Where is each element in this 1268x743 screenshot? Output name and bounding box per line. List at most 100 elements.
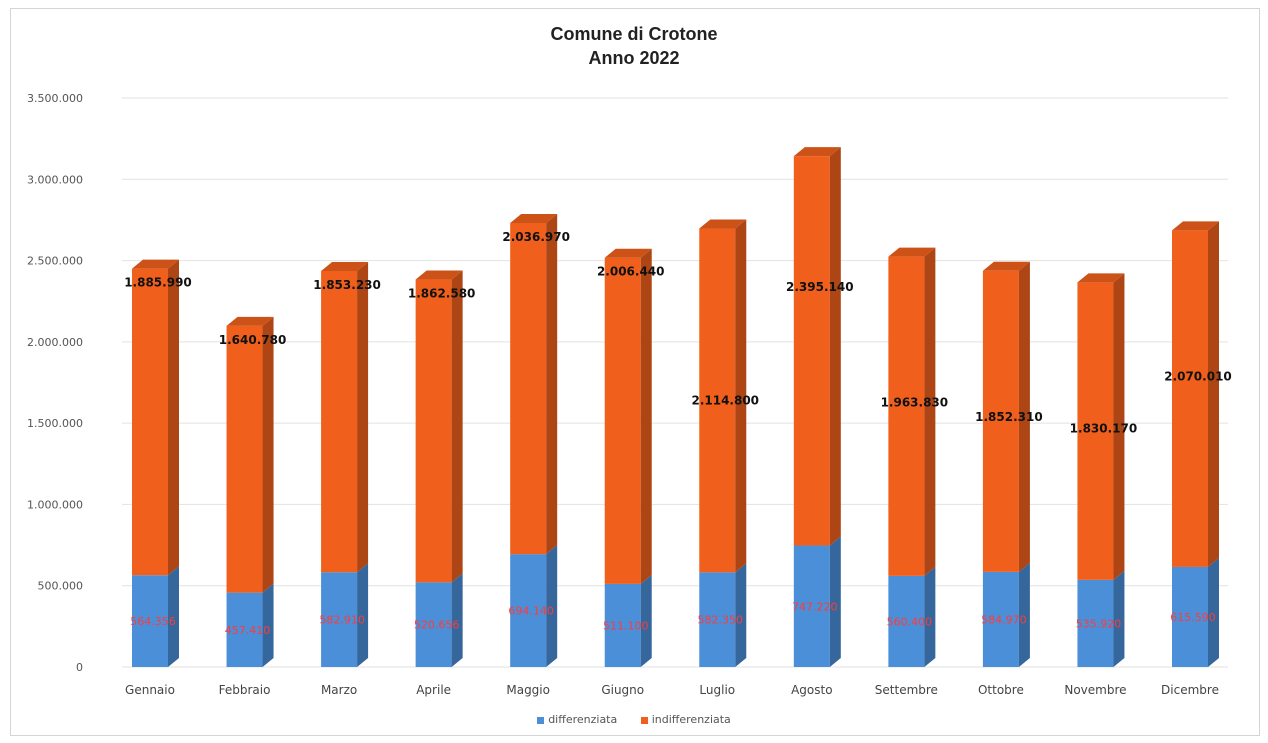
bar-top-indifferenziata-gennaio (132, 259, 179, 269)
data-label-indifferenziata-marzo: 1.853.230 (313, 278, 381, 292)
x-tick-label-settembre: Settembre (875, 683, 938, 697)
bar-differenziata-marzo (321, 572, 358, 667)
bar-group-luglio (699, 219, 747, 667)
y-tick-label-2: 1.000.000 (27, 498, 83, 511)
data-label-differenziata-gennaio: 564.356 (130, 615, 176, 628)
bar-side-differenziata-dicembre (1208, 557, 1219, 667)
data-label-differenziata-febbraio: 457.410 (225, 624, 271, 637)
bar-indifferenziata-agosto (793, 156, 830, 546)
bar-top-indifferenziata-aprile (415, 270, 463, 280)
legend-label-differenziata: differenziata (548, 713, 618, 726)
bar-differenziata-febbraio (226, 592, 263, 667)
data-label-indifferenziata-aprile: 1.862.580 (408, 287, 476, 301)
bar-indifferenziata-marzo (321, 270, 358, 573)
bar-group-ottobre (982, 261, 1030, 667)
bar-differenziata-dicembre (1172, 566, 1208, 667)
data-label-indifferenziata-giugno: 2.006.440 (597, 265, 665, 279)
y-tick-label-3: 1.500.000 (27, 417, 83, 430)
bar-top-indifferenziata-marzo (321, 261, 369, 271)
bar-group-aprile (415, 270, 463, 667)
legend-item-indifferenziata: indifferenziata (640, 713, 731, 726)
bar-group-marzo (321, 261, 369, 667)
legend-swatch-differenziata (537, 716, 545, 724)
bar-differenziata-maggio (510, 554, 547, 667)
bar-side-differenziata-luglio (735, 563, 747, 667)
bar-side-indifferenziata-ottobre (1018, 261, 1030, 572)
data-label-indifferenziata-maggio: 2.036.970 (502, 230, 570, 244)
bar-differenziata-novembre (1077, 579, 1114, 667)
data-label-differenziata-agosto: 747.220 (792, 600, 838, 613)
bar-top-indifferenziata-novembre (1077, 273, 1125, 283)
data-label-indifferenziata-gennaio: 1.885.990 (124, 276, 192, 290)
x-tick-label-novembre: Novembre (1064, 683, 1126, 697)
bar-side-indifferenziata-maggio (546, 213, 558, 555)
data-label-differenziata-luglio: 582.350 (698, 614, 744, 627)
bar-side-indifferenziata-aprile (451, 270, 463, 583)
bar-group-giugno (604, 248, 652, 667)
bar-differenziata-ottobre (982, 571, 1019, 667)
bar-indifferenziata-giugno (604, 257, 641, 584)
data-label-indifferenziata-novembre: 1.830.170 (1070, 421, 1138, 435)
data-label-differenziata-maggio: 694.140 (508, 605, 554, 618)
bar-side-differenziata-ottobre (1018, 562, 1030, 667)
bar-indifferenziata-settembre (888, 256, 925, 576)
bar-indifferenziata-ottobre (982, 270, 1019, 572)
bars (132, 147, 1219, 667)
data-label-indifferenziata-agosto: 2.395.140 (786, 280, 854, 294)
chart-subtitle: Anno 2022 (588, 48, 680, 68)
bar-side-differenziata-gennaio (168, 566, 179, 667)
x-tick-label-luglio: Luglio (699, 683, 735, 697)
chart-title: Comune di Crotone (550, 24, 718, 44)
bar-side-differenziata-febbraio (262, 583, 274, 667)
data-label-differenziata-aprile: 520.656 (414, 619, 460, 632)
x-tick-label-gennaio: Gennaio (125, 683, 175, 697)
bar-side-indifferenziata-settembre (924, 247, 936, 576)
bar-indifferenziata-gennaio (132, 268, 168, 576)
bar-top-indifferenziata-febbraio (226, 316, 274, 326)
bar-side-differenziata-settembre (924, 566, 936, 667)
y-tick-label-7: 3.500.000 (27, 92, 83, 105)
bar-top-indifferenziata-giugno (604, 248, 652, 258)
bar-differenziata-agosto (793, 545, 830, 667)
y-tick-label-0: 0 (76, 661, 83, 674)
y-tick-label-5: 2.500.000 (27, 255, 83, 268)
data-label-differenziata-giugno: 511.100 (603, 619, 649, 632)
legend-item-differenziata: differenziata (537, 713, 617, 726)
legend-swatch-indifferenziata (640, 716, 648, 724)
bar-differenziata-settembre (888, 575, 925, 667)
bar-top-indifferenziata-dicembre (1172, 221, 1219, 231)
bar-differenziata-gennaio (132, 575, 168, 667)
bar-top-indifferenziata-ottobre (982, 261, 1030, 271)
data-labels: 564.356 1.885.990 457.410 1.640.780 582.910 1… (124, 230, 1232, 637)
bar-group-maggio (510, 213, 558, 667)
bar-side-differenziata-aprile (451, 573, 463, 667)
legend: differenziata indifferenziata (0, 713, 1268, 726)
y-tick-label-1: 500.000 (38, 580, 84, 593)
bar-side-differenziata-maggio (546, 545, 558, 667)
bar-differenziata-giugno (604, 583, 641, 667)
bar-side-differenziata-giugno (640, 574, 652, 667)
bar-indifferenziata-luglio (699, 228, 736, 573)
y-tick-label-6: 3.000.000 (27, 173, 83, 186)
bar-group-novembre (1077, 273, 1125, 667)
bar-indifferenziata-dicembre (1172, 230, 1208, 567)
data-label-indifferenziata-febbraio: 1.640.780 (219, 333, 287, 347)
bar-indifferenziata-novembre (1077, 282, 1114, 580)
x-tick-label-febbraio: Febbraio (219, 683, 271, 697)
bar-group-gennaio (132, 259, 179, 667)
bar-top-indifferenziata-luglio (699, 219, 747, 229)
bar-indifferenziata-febbraio (226, 325, 263, 593)
bar-side-differenziata-novembre (1113, 570, 1125, 667)
x-tick-label-aprile: Aprile (416, 683, 451, 697)
chart-title-block: Comune di Crotone Anno 2022 (0, 22, 1268, 70)
data-label-indifferenziata-ottobre: 1.852.310 (975, 410, 1043, 424)
x-tick-label-dicembre: Dicembre (1161, 683, 1219, 697)
bar-group-dicembre (1172, 221, 1219, 667)
bar-side-indifferenziata-gennaio (168, 259, 179, 576)
x-tick-label-marzo: Marzo (321, 683, 357, 697)
bar-side-indifferenziata-giugno (640, 248, 652, 584)
bar-group-febbraio (226, 316, 274, 667)
x-tick-label-ottobre: Ottobre (978, 683, 1024, 697)
bar-differenziata-luglio (699, 572, 736, 667)
